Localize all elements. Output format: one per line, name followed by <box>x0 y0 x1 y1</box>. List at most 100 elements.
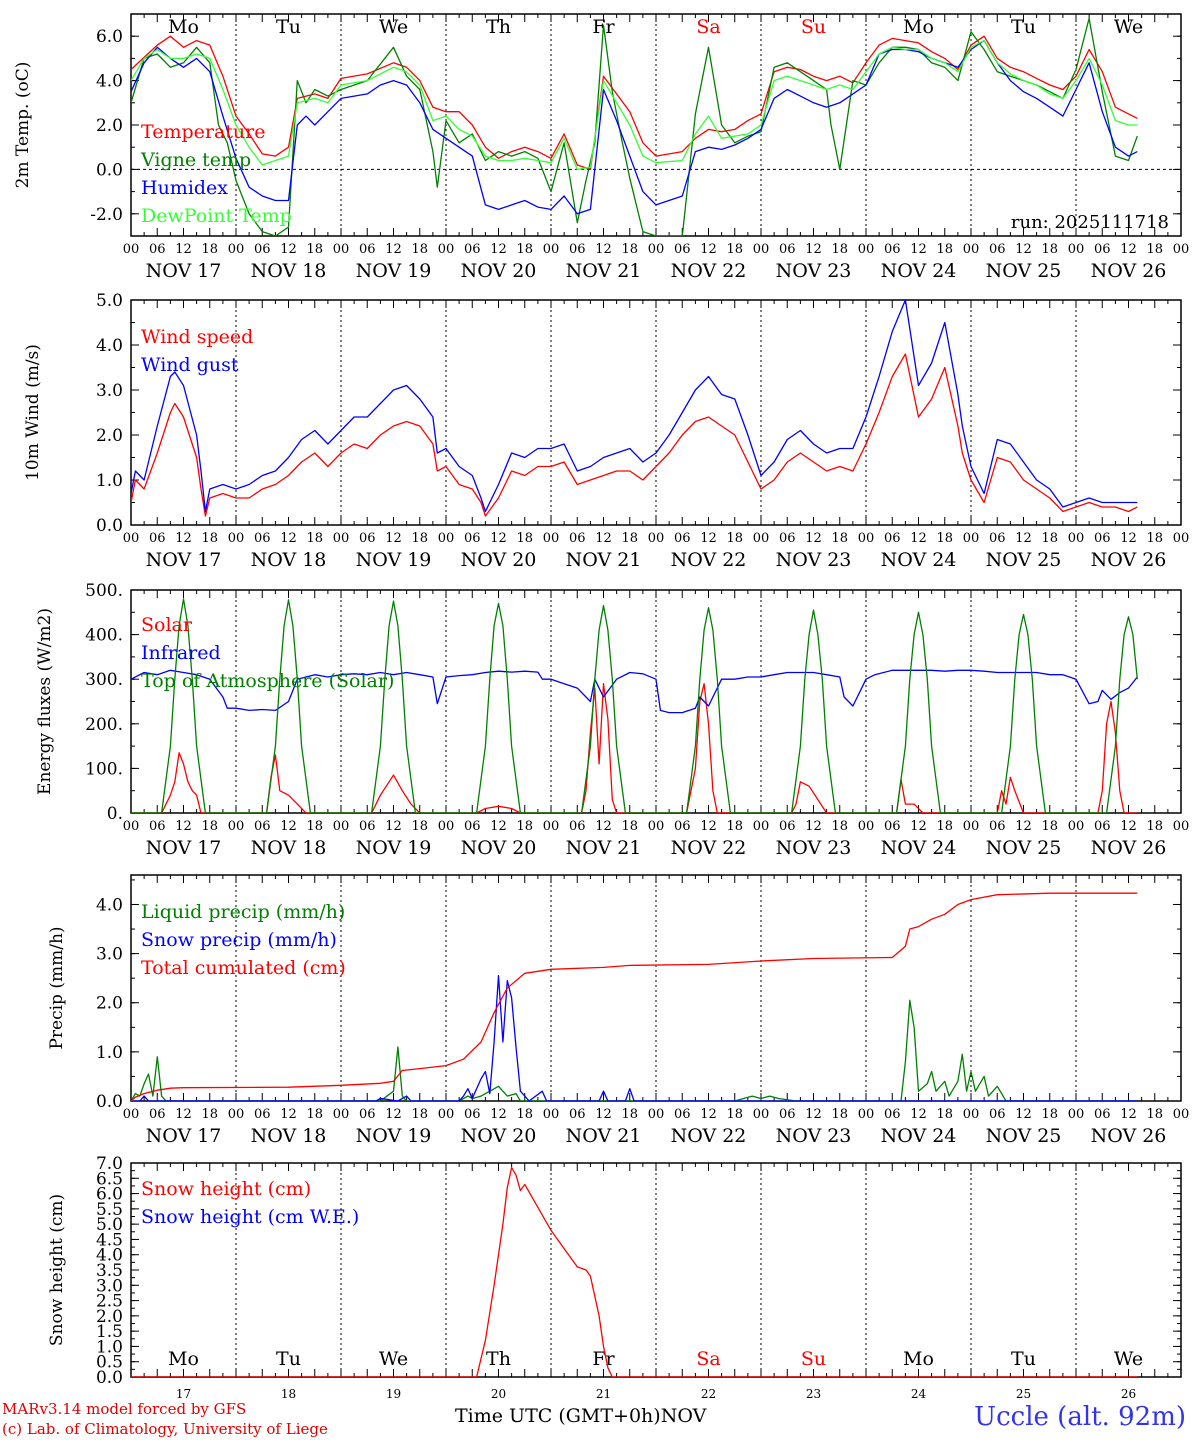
x-hour-label: 06 <box>359 1107 376 1122</box>
x-hour-label: 00 <box>1068 242 1085 257</box>
x-hour-label: 12 <box>175 242 192 257</box>
series-line-snow-precip-mm-h- <box>131 975 1138 1101</box>
x-hour-label: 18 <box>831 531 848 546</box>
x-hour-label: 12 <box>280 242 297 257</box>
x-hour-label: 12 <box>805 819 822 834</box>
x-hour-label: 12 <box>280 819 297 834</box>
x-hour-label: 12 <box>700 1107 717 1122</box>
x-date-label: NOV 26 <box>1091 837 1167 859</box>
x-hour-label: 18 <box>516 819 533 834</box>
series-group <box>131 17 1138 236</box>
legend-entry: Wind speed <box>141 326 253 348</box>
legend-entry: Top of Atmosphere (Solar) <box>141 670 394 692</box>
x-hour-label: 18 <box>831 1107 848 1122</box>
station-name: Uccle (alt. 92m) <box>974 1402 1186 1432</box>
x-hour-label: 12 <box>910 819 927 834</box>
x-hour-label: 06 <box>1094 819 1111 834</box>
weekday-label: Su <box>801 1348 826 1370</box>
x-hour-label: 18 <box>411 819 428 834</box>
x-hour-label: 00 <box>543 1107 560 1122</box>
day-number-label: 22 <box>701 1387 716 1400</box>
x-hour-label: 00 <box>123 1107 140 1122</box>
y-tick-label: 6.0 <box>96 27 123 47</box>
x-hour-label: 12 <box>910 1107 927 1122</box>
y-tick-label: 3.0 <box>96 1276 123 1296</box>
x-hour-label: 12 <box>1120 1107 1137 1122</box>
x-date-label: NOV 22 <box>671 837 747 859</box>
x-date-label: NOV 22 <box>671 1125 747 1147</box>
x-date-label: NOV 24 <box>881 549 957 571</box>
x-hour-label: 06 <box>779 242 796 257</box>
month-label: NOV <box>660 1405 707 1427</box>
y-tick-label: 6.0 <box>96 1185 123 1205</box>
y-tick-label: 4.0 <box>96 895 123 915</box>
x-date-label: NOV 24 <box>881 260 957 282</box>
x-hour-label: 12 <box>805 531 822 546</box>
x-date-label: NOV 20 <box>461 837 537 859</box>
day-number-label: 18 <box>281 1387 296 1400</box>
x-hour-label: 18 <box>621 819 638 834</box>
panel-snow-height: 0.00.51.01.52.02.53.03.54.04.55.05.56.06… <box>47 1154 1182 1400</box>
x-hour-label: 00 <box>963 531 980 546</box>
panel-precip: 0.0 1.0 2.0 3.0 4.0 Precip (mm/h) 00 06 12 18 NOV … <box>47 874 1189 1147</box>
x-hour-label: 06 <box>989 531 1006 546</box>
x-hour-label: 18 <box>306 819 323 834</box>
y-tick-label: 5.5 <box>96 1200 123 1220</box>
x-hour-label: 00 <box>228 242 245 257</box>
x-date-label: NOV 23 <box>776 1125 852 1147</box>
y-tick-label: 4.0 <box>96 72 123 92</box>
meteogram: -2.0 0.0 2.0 4.0 6.0 2m Temp. (oC) 00 06 12 18 NOV… <box>13 13 1189 1400</box>
y-tick-label: 0. <box>107 804 123 824</box>
x-hour-label: 18 <box>1146 242 1163 257</box>
x-hour-label: 00 <box>123 819 140 834</box>
x-hour-label: 06 <box>884 531 901 546</box>
x-date-label: NOV 26 <box>1091 260 1167 282</box>
x-hour-label: 12 <box>805 1107 822 1122</box>
x-hour-label: 12 <box>595 819 612 834</box>
x-hour-label: 12 <box>385 819 402 834</box>
y-tick-label: 2.0 <box>96 1307 123 1327</box>
weekday-label: Tu <box>1011 16 1036 38</box>
series-line-vigne-temp <box>131 17 1138 236</box>
x-date-label: NOV 23 <box>776 549 852 571</box>
x-date-label: NOV 24 <box>881 837 957 859</box>
x-hour-label: 12 <box>805 242 822 257</box>
y-tick-label: 0.0 <box>96 160 123 180</box>
x-hour-label: 06 <box>884 819 901 834</box>
y-axis-label: 2m Temp. (oC) <box>13 62 33 189</box>
x-date-label: NOV 19 <box>356 260 432 282</box>
series-line-total-cumulated-cm- <box>131 892 1138 1101</box>
weekday-label: Tu <box>1011 1348 1036 1370</box>
x-hour-label: 18 <box>621 242 638 257</box>
x-hour-label: 00 <box>648 1107 665 1122</box>
x-date-label: NOV 25 <box>986 1125 1062 1147</box>
series-line-solar <box>131 683 1138 813</box>
x-hour-label: 00 <box>333 819 350 834</box>
x-hour-label: 18 <box>936 531 953 546</box>
weekday-label: We <box>379 1348 408 1370</box>
day-number-label: 19 <box>386 1387 401 1400</box>
legend-entry: Humidex <box>141 177 228 199</box>
x-hour-label: 06 <box>884 242 901 257</box>
x-hour-label: 18 <box>411 531 428 546</box>
legend-entry: Vigne temp <box>140 149 251 171</box>
x-hour-label: 18 <box>411 242 428 257</box>
x-hour-label: 00 <box>543 242 560 257</box>
series-group <box>131 1166 1138 1377</box>
weekday-label: Mo <box>903 1348 934 1370</box>
y-tick-label: 400. <box>85 626 123 646</box>
x-hour-label: 00 <box>753 1107 770 1122</box>
y-tick-label: 0.0 <box>96 516 123 536</box>
x-hour-label: 06 <box>464 1107 481 1122</box>
legend-entry: Snow precip (mm/h) <box>141 929 337 951</box>
x-hour-label: 18 <box>1041 819 1058 834</box>
series-line-snow-height-cm- <box>131 1166 1138 1377</box>
y-tick-label: 3.0 <box>96 945 123 965</box>
x-hour-label: 12 <box>595 1107 612 1122</box>
x-hour-label: 00 <box>438 819 455 834</box>
x-hour-label: 12 <box>490 1107 507 1122</box>
x-hour-label: 12 <box>700 819 717 834</box>
x-hour-label: 00 <box>438 531 455 546</box>
y-tick-label: 2.0 <box>96 994 123 1014</box>
x-hour-label: 06 <box>779 531 796 546</box>
